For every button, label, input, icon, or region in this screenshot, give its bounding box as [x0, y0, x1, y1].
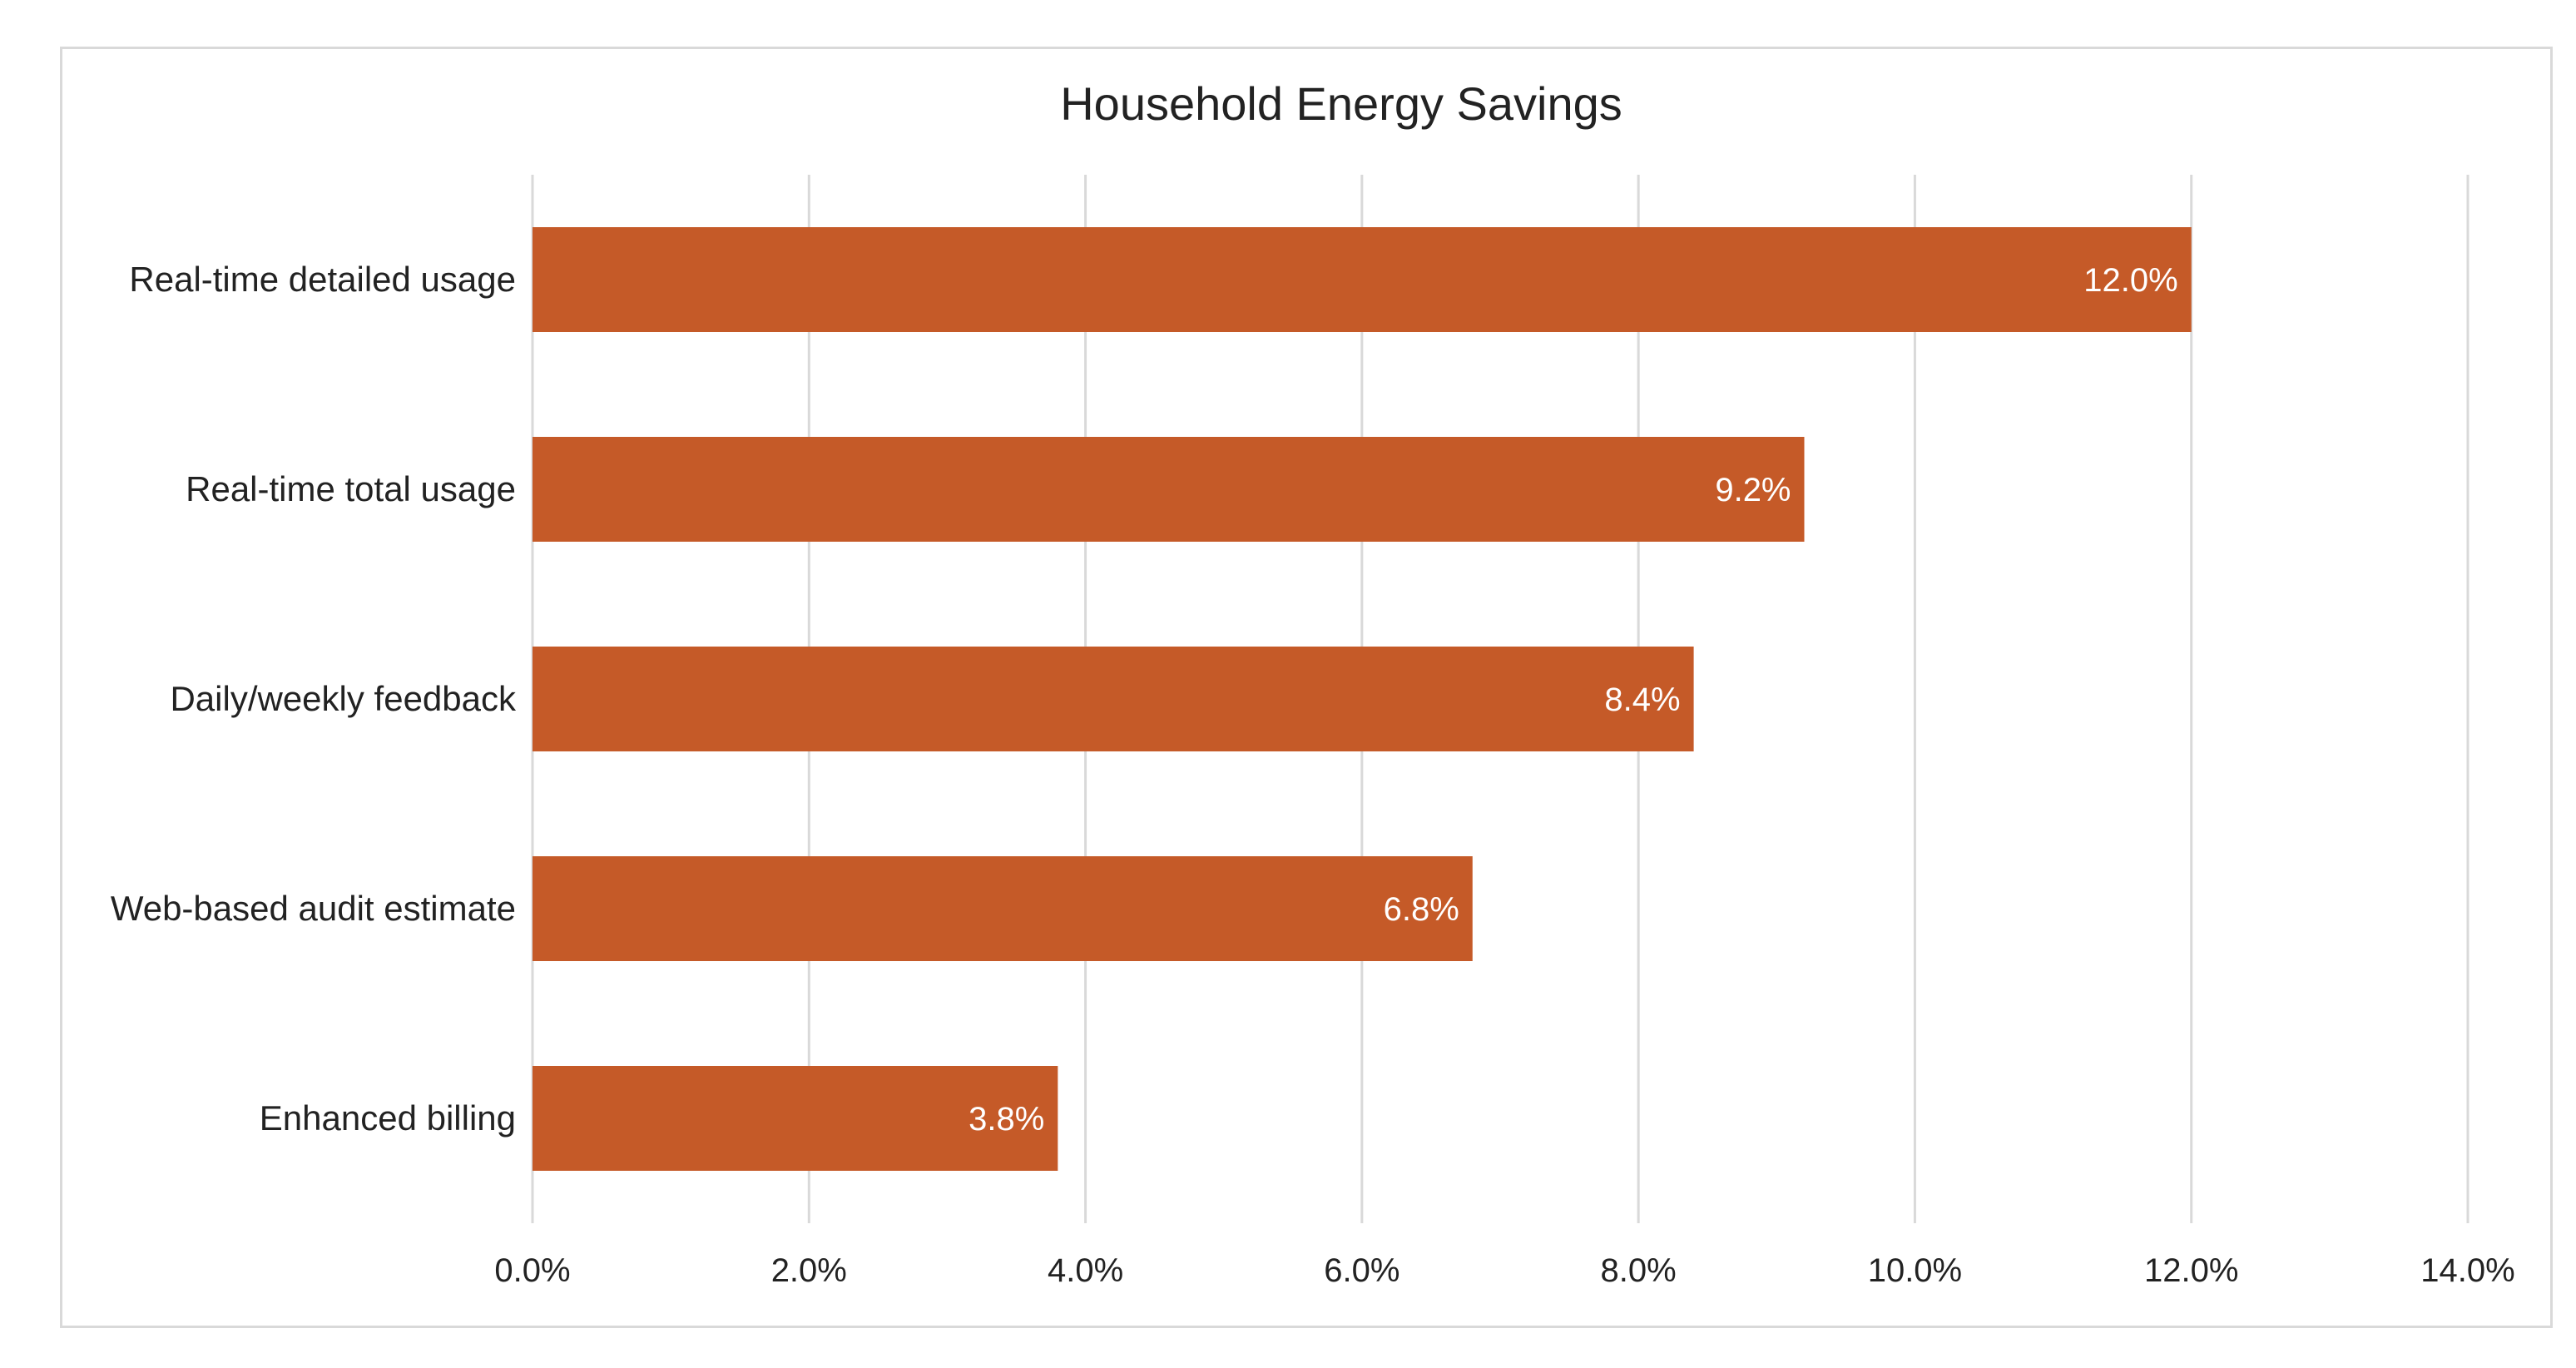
bar: [533, 227, 2192, 332]
data-label: 3.8%: [968, 1101, 1044, 1138]
category-label: Web-based audit estimate: [111, 889, 516, 928]
x-tick-label: 0.0%: [494, 1252, 570, 1289]
x-tick-label: 8.0%: [1601, 1252, 1677, 1289]
bar: [533, 856, 1473, 961]
data-label: 9.2%: [1715, 472, 1791, 508]
category-label: Enhanced billing: [260, 1098, 516, 1138]
x-tick-label: 2.0%: [771, 1252, 847, 1289]
category-label: Daily/weekly feedback: [170, 679, 517, 718]
x-tick-label: 4.0%: [1048, 1252, 1123, 1289]
category-label: Real-time detailed usage: [129, 260, 516, 299]
chart-title: Household Energy Savings: [1060, 77, 1622, 130]
x-tick-label: 12.0%: [2144, 1252, 2238, 1289]
category-label: Real-time total usage: [186, 469, 516, 508]
data-label: 8.4%: [1604, 682, 1680, 718]
labels: 0.0% 2.0% 4.0% 6.0% 8.0% 10.0% 12.0% 14.0% Real-…: [111, 260, 2515, 1289]
bar: [533, 437, 1805, 542]
data-label: 12.0%: [2083, 262, 2177, 299]
x-tick-label: 6.0%: [1324, 1252, 1399, 1289]
bar: [533, 647, 1694, 751]
bar: [533, 1066, 1058, 1171]
x-tick-label: 10.0%: [1868, 1252, 1962, 1289]
data-label: 6.8%: [1384, 891, 1459, 928]
bars: [533, 227, 2192, 1171]
x-tick-label: 14.0%: [2420, 1252, 2514, 1289]
